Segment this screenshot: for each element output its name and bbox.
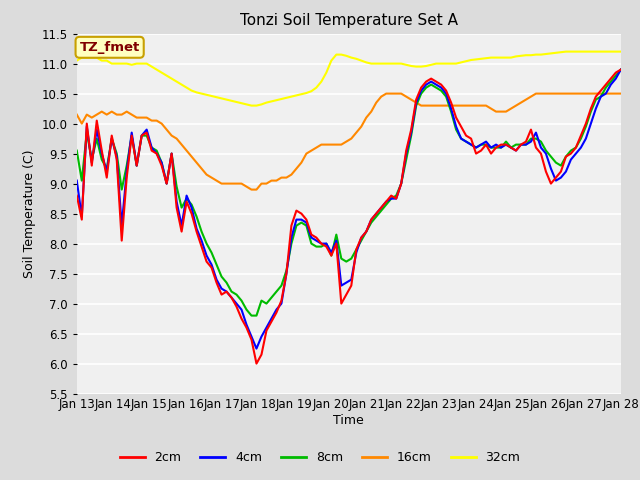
8cm bbox=[617, 67, 625, 72]
2cm bbox=[617, 67, 625, 72]
Y-axis label: Soil Temperature (C): Soil Temperature (C) bbox=[23, 149, 36, 278]
32cm bbox=[617, 48, 625, 54]
X-axis label: Time: Time bbox=[333, 414, 364, 427]
8cm bbox=[342, 259, 350, 264]
16cm bbox=[382, 91, 390, 96]
4cm bbox=[587, 120, 595, 126]
32cm bbox=[562, 48, 570, 54]
16cm bbox=[617, 91, 625, 96]
2cm bbox=[328, 252, 335, 258]
16cm bbox=[328, 142, 335, 147]
4cm bbox=[233, 300, 241, 306]
Line: 4cm: 4cm bbox=[77, 70, 621, 348]
16cm bbox=[248, 187, 255, 192]
Legend: 2cm, 4cm, 8cm, 16cm, 32cm: 2cm, 4cm, 8cm, 16cm, 32cm bbox=[115, 446, 525, 469]
4cm bbox=[253, 346, 260, 351]
16cm bbox=[612, 91, 620, 96]
32cm bbox=[592, 48, 600, 54]
2cm bbox=[253, 361, 260, 367]
32cm bbox=[328, 58, 335, 63]
8cm bbox=[328, 252, 335, 258]
32cm bbox=[612, 48, 620, 54]
2cm bbox=[587, 106, 595, 111]
Title: Tonzi Soil Temperature Set A: Tonzi Soil Temperature Set A bbox=[240, 13, 458, 28]
2cm bbox=[233, 304, 241, 310]
16cm bbox=[342, 139, 350, 144]
8cm bbox=[233, 292, 241, 298]
Line: 32cm: 32cm bbox=[77, 51, 621, 106]
32cm bbox=[342, 53, 350, 59]
2cm bbox=[73, 192, 81, 199]
16cm bbox=[73, 112, 81, 118]
2cm bbox=[342, 292, 350, 298]
32cm bbox=[73, 58, 81, 63]
2cm bbox=[462, 132, 470, 138]
8cm bbox=[248, 313, 255, 319]
4cm bbox=[342, 280, 350, 286]
4cm bbox=[462, 139, 470, 144]
8cm bbox=[73, 148, 81, 154]
Line: 16cm: 16cm bbox=[77, 94, 621, 190]
32cm bbox=[233, 99, 241, 105]
2cm bbox=[607, 76, 614, 82]
16cm bbox=[592, 91, 600, 96]
Line: 2cm: 2cm bbox=[77, 70, 621, 364]
4cm bbox=[328, 250, 335, 255]
32cm bbox=[462, 58, 470, 64]
Text: TZ_fmet: TZ_fmet bbox=[79, 41, 140, 54]
16cm bbox=[467, 103, 475, 108]
Line: 8cm: 8cm bbox=[77, 70, 621, 316]
4cm bbox=[617, 67, 625, 72]
4cm bbox=[73, 178, 81, 183]
16cm bbox=[233, 180, 241, 186]
8cm bbox=[462, 139, 470, 144]
32cm bbox=[248, 103, 255, 108]
8cm bbox=[607, 79, 614, 84]
4cm bbox=[607, 82, 614, 87]
8cm bbox=[587, 108, 595, 114]
